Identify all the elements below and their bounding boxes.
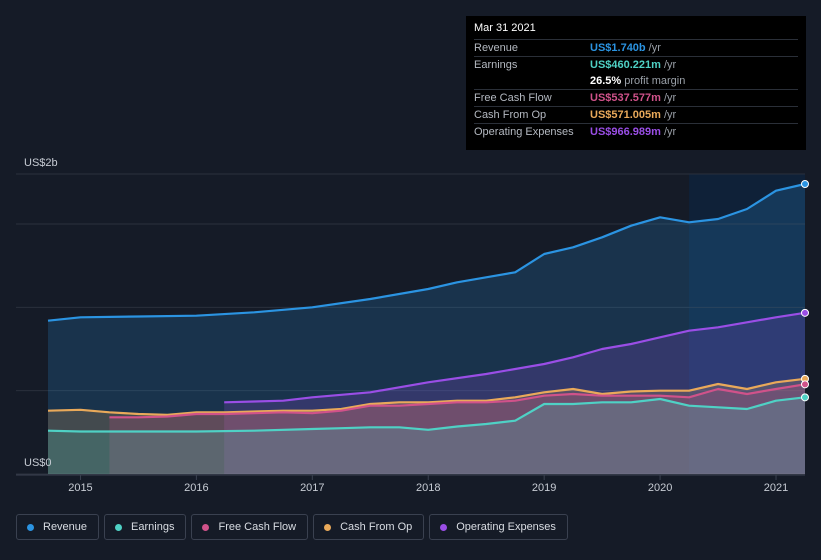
series-lines xyxy=(47,182,806,433)
tooltip-value: US$537.577m xyxy=(590,92,661,104)
tooltip-unit: /yr xyxy=(663,92,677,104)
earnings-line xyxy=(47,396,806,433)
x-tick-label: 2019 xyxy=(532,482,556,494)
legend-item-operating-expenses[interactable]: Operating Expenses xyxy=(429,514,568,540)
revenue-end-marker xyxy=(801,180,809,188)
tooltip-row-free-cash-flow: Free Cash Flow US$537.577m /yr xyxy=(474,89,798,106)
tooltip-value: US$460.221m xyxy=(590,59,661,71)
tooltip-unit: profit margin xyxy=(624,75,686,87)
tooltip-row-revenue: Revenue US$1.740b /yr xyxy=(474,39,798,56)
x-tick-label: 2015 xyxy=(68,482,92,494)
tooltip-label: Free Cash Flow xyxy=(474,92,552,104)
legend-label: Free Cash Flow xyxy=(218,521,297,533)
tooltip-value: US$571.005m xyxy=(590,109,661,121)
x-axis-ticks: 2015 2016 2017 2018 2019 2020 2021 xyxy=(68,475,788,494)
legend-dot-icon xyxy=(440,523,448,531)
tooltip-value: 26.5% xyxy=(590,75,622,87)
x-tick-label: 2018 xyxy=(416,482,440,494)
tooltip-label: Earnings xyxy=(474,59,518,71)
x-tick-label: 2020 xyxy=(648,482,672,494)
operating-expenses-line xyxy=(224,311,806,404)
tooltip-row-cash-from-op: Cash From Op US$571.005m /yr xyxy=(474,106,798,123)
legend-item-cash-from-op[interactable]: Cash From Op xyxy=(313,514,425,540)
tooltip-unit: /yr xyxy=(648,42,661,54)
x-tick-label: 2016 xyxy=(184,482,208,494)
y-axis-top-label: US$2b xyxy=(24,157,58,169)
operating-expenses-end-marker xyxy=(801,308,809,317)
legend-dot-icon xyxy=(115,523,123,531)
y-axis-bottom-label: US$0 xyxy=(24,457,52,469)
legend-item-free-cash-flow[interactable]: Free Cash Flow xyxy=(191,514,309,540)
legend-label: Operating Expenses xyxy=(456,521,556,533)
tooltip-value: US$966.989m xyxy=(590,126,661,138)
legend-label: Revenue xyxy=(43,521,88,533)
legend-dot-icon xyxy=(202,523,210,531)
tooltip-panel: Mar 31 2021 Revenue US$1.740b /yr Earnin… xyxy=(466,16,806,150)
cash-from-op-line xyxy=(47,377,806,416)
legend-label: Earnings xyxy=(131,521,175,533)
tooltip-label: Revenue xyxy=(474,42,519,54)
legend-item-earnings[interactable]: Earnings xyxy=(104,514,187,540)
tooltip-label: Operating Expenses xyxy=(474,126,574,138)
tooltip-row-earnings: Earnings US$460.221m /yr xyxy=(474,56,798,73)
series-end-markers xyxy=(801,180,809,402)
operating-expenses-area xyxy=(224,312,805,474)
tooltip-unit: /yr xyxy=(663,59,677,71)
legend-item-revenue[interactable]: Revenue xyxy=(16,514,100,540)
free-cash-flow-area xyxy=(109,384,805,474)
tooltip-date: Mar 31 2021 xyxy=(474,22,536,34)
legend-dot-icon xyxy=(324,523,332,531)
x-tick-label: 2017 xyxy=(300,482,324,494)
free-cash-flow-line xyxy=(109,383,806,419)
tooltip-unit: /yr xyxy=(663,126,677,138)
free-cash-flow-end-marker xyxy=(801,380,809,389)
tooltip-row-profit-margin: 26.5% profit margin xyxy=(474,73,798,89)
earnings-area xyxy=(48,397,805,474)
gridlines xyxy=(16,173,805,475)
tooltip-row-operating-expenses: Operating Expenses US$966.989m /yr xyxy=(474,123,798,140)
legend-label: Cash From Op xyxy=(340,521,413,533)
legend-dot-icon xyxy=(27,523,34,531)
revenue-line xyxy=(47,182,806,322)
tooltip-value: US$1.740b xyxy=(590,42,646,54)
earnings-end-marker xyxy=(801,393,809,402)
x-tick-label: 2021 xyxy=(764,482,788,494)
chart-legend: Revenue Earnings Free Cash Flow Cash Fro… xyxy=(16,514,568,540)
tooltip-label: Cash From Op xyxy=(474,109,547,121)
tooltip-unit: /yr xyxy=(663,109,677,121)
